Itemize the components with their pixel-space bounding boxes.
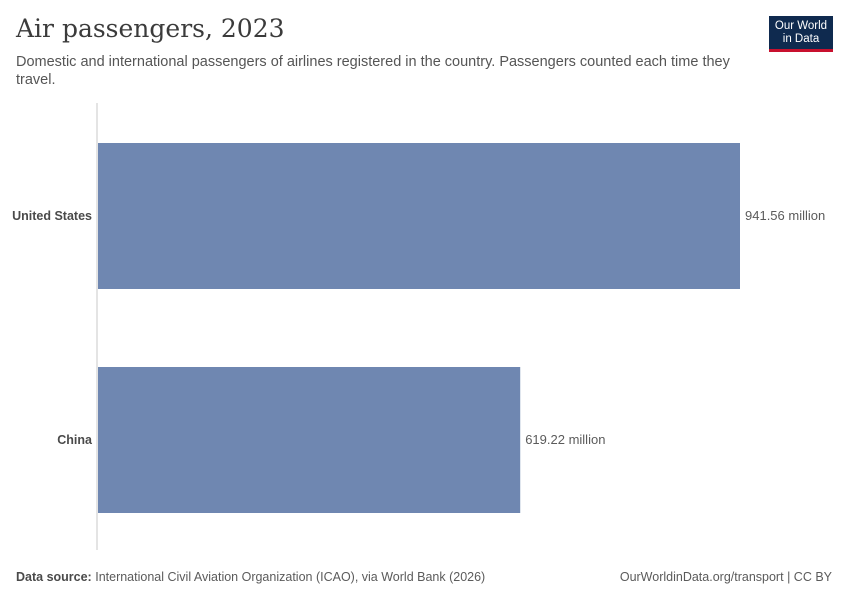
- category-label-china: China: [57, 433, 93, 447]
- logo-line-1: Our World: [774, 20, 828, 32]
- chart-subtitle: Domestic and international passengers of…: [16, 54, 730, 88]
- owid-url-link[interactable]: OurWorldinData.org/transport: [619, 570, 784, 584]
- bar-united-states[interactable]: [98, 143, 740, 289]
- value-label-china: 619.22 million: [525, 432, 605, 447]
- data-source-text: International Civil Aviation Organizatio…: [95, 570, 486, 584]
- data-source: Data source: International Civil Aviatio…: [16, 570, 485, 584]
- data-source-label: Data source:: [16, 570, 92, 584]
- logo-line-2: in Data: [782, 32, 820, 45]
- category-label-united-states: United States: [12, 209, 92, 223]
- owid-logo[interactable]: Our World in Data: [769, 16, 833, 52]
- bars-group: United States 941.56 million China 619.22 m…: [12, 143, 825, 513]
- footer-attribution: OurWorldinData.org/transport | CC BY: [620, 570, 832, 584]
- chart-title: Air passengers, 2023: [16, 14, 285, 43]
- bar-china[interactable]: [98, 367, 521, 513]
- value-label-united-states: 941.56 million: [745, 208, 825, 223]
- license-link[interactable]: CC BY: [793, 570, 832, 584]
- footer-separator: |: [787, 570, 794, 584]
